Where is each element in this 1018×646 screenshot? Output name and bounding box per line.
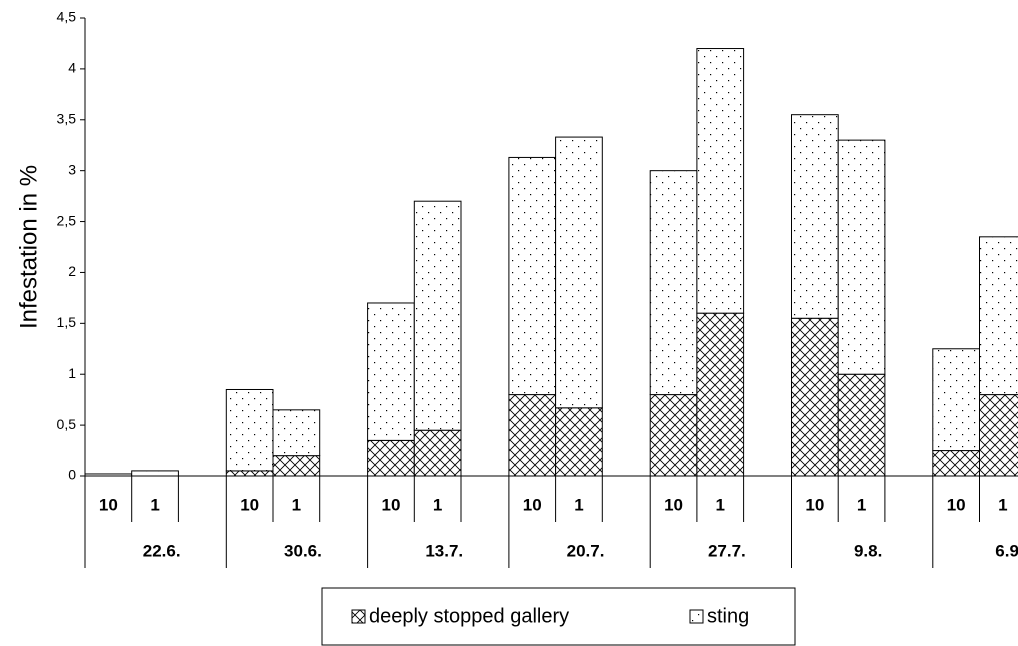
bar-segment — [649, 394, 698, 477]
bar-segment — [696, 312, 745, 477]
bar-segment — [272, 409, 321, 457]
bar-segment — [932, 450, 980, 477]
x-tick-label: 1 — [998, 495, 1007, 514]
bar-segment — [649, 170, 698, 396]
bar-segment — [225, 470, 274, 477]
x-tick-label: 1 — [574, 495, 583, 514]
y-tick-label: 1 — [68, 365, 76, 381]
bar-segment — [791, 114, 839, 319]
group-label: 9.8. — [854, 541, 882, 560]
x-tick-label: 1 — [433, 495, 442, 514]
legend-swatch — [689, 609, 704, 624]
legend-label: sting — [707, 605, 749, 627]
x-tick-label: 10 — [240, 495, 259, 514]
y-tick-label: 3 — [68, 161, 76, 177]
bar-segment — [555, 136, 603, 409]
bar-segment — [272, 455, 321, 477]
y-tick-label: 2 — [68, 263, 76, 279]
group-label: 6.9. — [995, 541, 1018, 560]
bar-segment — [508, 394, 557, 477]
x-tick-label: 1 — [857, 495, 866, 514]
x-tick-label: 10 — [805, 495, 824, 514]
bar-segment — [791, 317, 839, 477]
group-label: 30.6. — [284, 541, 322, 560]
bar-segment — [979, 236, 1018, 396]
x-tick-label: 1 — [716, 495, 725, 514]
bar-segment — [555, 407, 603, 477]
bar-segment — [979, 394, 1018, 477]
x-tick-label: 10 — [947, 495, 966, 514]
group-label: 27.7. — [708, 541, 746, 560]
bar-segment — [413, 429, 462, 477]
group-label: 22.6. — [143, 541, 181, 560]
legend-box — [321, 587, 796, 646]
x-tick-label: 1 — [292, 495, 301, 514]
group-label: 20.7. — [567, 541, 605, 560]
bar-segment — [225, 388, 274, 472]
bar-segment — [508, 156, 557, 396]
bar-segment — [367, 302, 415, 441]
y-axis-label: Infestation in % — [15, 165, 42, 329]
bar-segment — [131, 470, 179, 477]
bar-segment — [837, 139, 886, 375]
x-tick-label: 10 — [381, 495, 400, 514]
y-tick-label: 0 — [68, 467, 76, 483]
y-tick-label: 3,5 — [57, 110, 77, 126]
y-tick-label: 4 — [68, 60, 76, 76]
y-tick-label: 4,5 — [57, 9, 77, 25]
legend-label: deeply stopped gallery — [369, 605, 569, 627]
bar-segment — [413, 200, 462, 431]
bar-segment — [932, 348, 980, 452]
bar-segment — [696, 48, 745, 314]
y-tick-label: 1,5 — [57, 314, 77, 330]
bar-segment — [837, 373, 886, 477]
bar-segment — [367, 439, 415, 477]
y-tick-label: 2,5 — [57, 212, 77, 228]
y-tick-label: 0,5 — [57, 416, 77, 432]
group-label: 13.7. — [425, 541, 463, 560]
x-tick-label: 1 — [150, 495, 159, 514]
legend-swatch — [351, 609, 366, 624]
x-tick-label: 10 — [664, 495, 683, 514]
x-tick-label: 10 — [523, 495, 542, 514]
x-tick-label: 10 — [99, 495, 118, 514]
